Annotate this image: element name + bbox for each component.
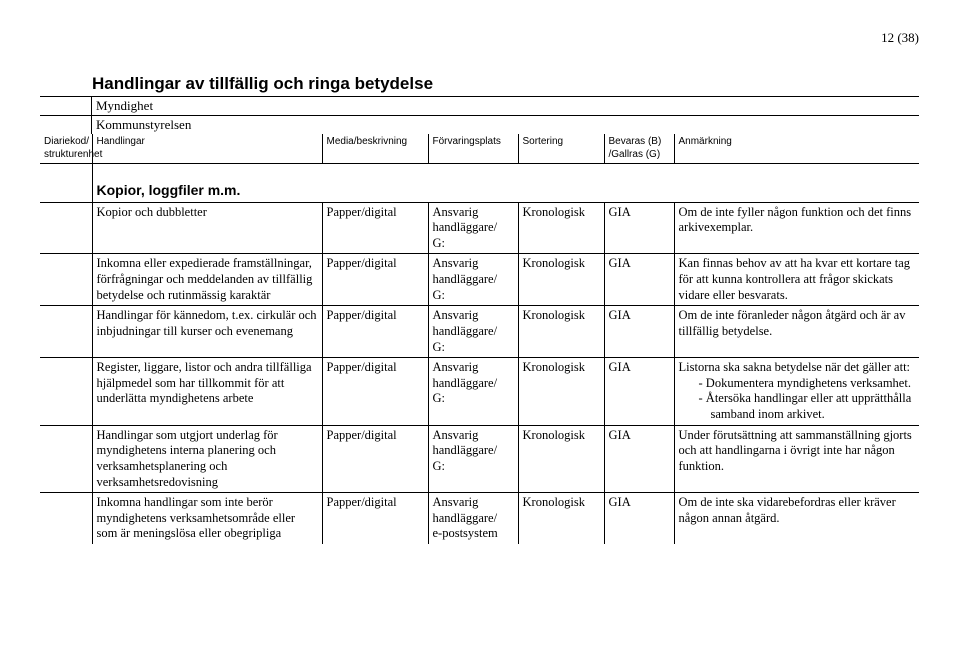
- col-diariekod: Diariekod/ strukturenhet: [40, 134, 92, 164]
- cell-handlingar: Inkomna eller expedierade framställninga…: [92, 254, 322, 306]
- cell-media: Papper/digital: [322, 425, 428, 493]
- cell-anmarkning: Om de inte föranleder någon åtgärd och ä…: [674, 306, 919, 358]
- page-title: Handlingar av tillfällig och ringa betyd…: [40, 74, 433, 94]
- table-row: Kopior och dubbletterPapper/digitalAnsva…: [40, 202, 919, 254]
- col-forvaringsplats: Förvaringsplats: [428, 134, 518, 164]
- table-row: Register, liggare, listor och andra till…: [40, 358, 919, 426]
- cell-sortering: Kronologisk: [518, 493, 604, 544]
- table-body: Kopior, loggfiler m.m. Kopior och dubble…: [40, 164, 919, 545]
- col-sortering: Sortering: [518, 134, 604, 164]
- table-row: Handlingar för kännedom, t.ex. cirkulär …: [40, 306, 919, 358]
- cell-bevaras: GIA: [604, 202, 674, 254]
- document-table: Diariekod/ strukturenhet Handlingar Medi…: [40, 134, 919, 544]
- table-row: Inkomna handlingar som inte berör myndig…: [40, 493, 919, 544]
- cell-diariekod: [40, 254, 92, 306]
- cell-handlingar: Kopior och dubbletter: [92, 202, 322, 254]
- section-heading: Kopior, loggfiler m.m.: [92, 164, 919, 203]
- cell-bevaras: GIA: [604, 358, 674, 426]
- table-row: Handlingar som utgjort underlag för mynd…: [40, 425, 919, 493]
- cell-forvaringsplats: Ansvarig handläggare/ G:: [428, 425, 518, 493]
- myndighet-value: Kommunstyrelsen: [92, 116, 919, 134]
- page-number: 12 (38): [40, 30, 919, 46]
- cell-media: Papper/digital: [322, 358, 428, 426]
- cell-forvaringsplats: Ansvarig handläggare/ G:: [428, 202, 518, 254]
- cell-media: Papper/digital: [322, 306, 428, 358]
- cell-diariekod: [40, 306, 92, 358]
- section-heading-row: Kopior, loggfiler m.m.: [40, 164, 919, 203]
- cell-sortering: Kronologisk: [518, 254, 604, 306]
- cell-handlingar: Inkomna handlingar som inte berör myndig…: [92, 493, 322, 544]
- cell-bevaras: GIA: [604, 425, 674, 493]
- col-media: Media/beskrivning: [322, 134, 428, 164]
- cell-diariekod: [40, 493, 92, 544]
- cell-handlingar: Register, liggare, listor och andra till…: [92, 358, 322, 426]
- cell-sortering: Kronologisk: [518, 425, 604, 493]
- myndighet-label: Myndighet: [92, 97, 919, 115]
- cell-anmarkning: Kan finnas behov av att ha kvar ett kort…: [674, 254, 919, 306]
- cell-handlingar: Handlingar som utgjort underlag för mynd…: [92, 425, 322, 493]
- cell-bevaras: GIA: [604, 493, 674, 544]
- list-item: Dokumentera myndighetens verksamhet.: [699, 376, 916, 392]
- col-bevaras: Bevaras (B) /Gallras (G): [604, 134, 674, 164]
- cell-forvaringsplats: Ansvarig handläggare/ e-postsystem: [428, 493, 518, 544]
- cell-media: Papper/digital: [322, 493, 428, 544]
- cell-sortering: Kronologisk: [518, 358, 604, 426]
- cell-bevaras: GIA: [604, 254, 674, 306]
- cell-anmarkning: Under förutsättning att sammanställning …: [674, 425, 919, 493]
- cell-handlingar: Handlingar för kännedom, t.ex. cirkulär …: [92, 306, 322, 358]
- cell-sortering: Kronologisk: [518, 306, 604, 358]
- cell-diariekod: [40, 425, 92, 493]
- table-header-row: Diariekod/ strukturenhet Handlingar Medi…: [40, 134, 919, 164]
- header-left-gutter: [40, 97, 92, 115]
- cell-anmarkning: Om de inte ska vidarebefordras eller krä…: [674, 493, 919, 544]
- cell-anmarkning: Listorna ska sakna betydelse när det gäl…: [674, 358, 919, 426]
- col-handlingar: Handlingar: [92, 134, 322, 164]
- cell-media: Papper/digital: [322, 254, 428, 306]
- cell-anmarkning: Om de inte fyller någon funktion och det…: [674, 202, 919, 254]
- cell-forvaringsplats: Ansvarig handläggare/ G:: [428, 358, 518, 426]
- cell-diariekod: [40, 358, 92, 426]
- list-item: Återsöka handlingar eller att upprätthål…: [699, 391, 916, 422]
- header-left-gutter: [40, 116, 92, 134]
- cell-media: Papper/digital: [322, 202, 428, 254]
- col-anmarkning: Anmärkning: [674, 134, 919, 164]
- table-row: Inkomna eller expedierade framställninga…: [40, 254, 919, 306]
- cell-bevaras: GIA: [604, 306, 674, 358]
- cell-forvaringsplats: Ansvarig handläggare/ G:: [428, 306, 518, 358]
- cell-diariekod: [40, 202, 92, 254]
- cell-forvaringsplats: Ansvarig handläggare/ G:: [428, 254, 518, 306]
- cell-sortering: Kronologisk: [518, 202, 604, 254]
